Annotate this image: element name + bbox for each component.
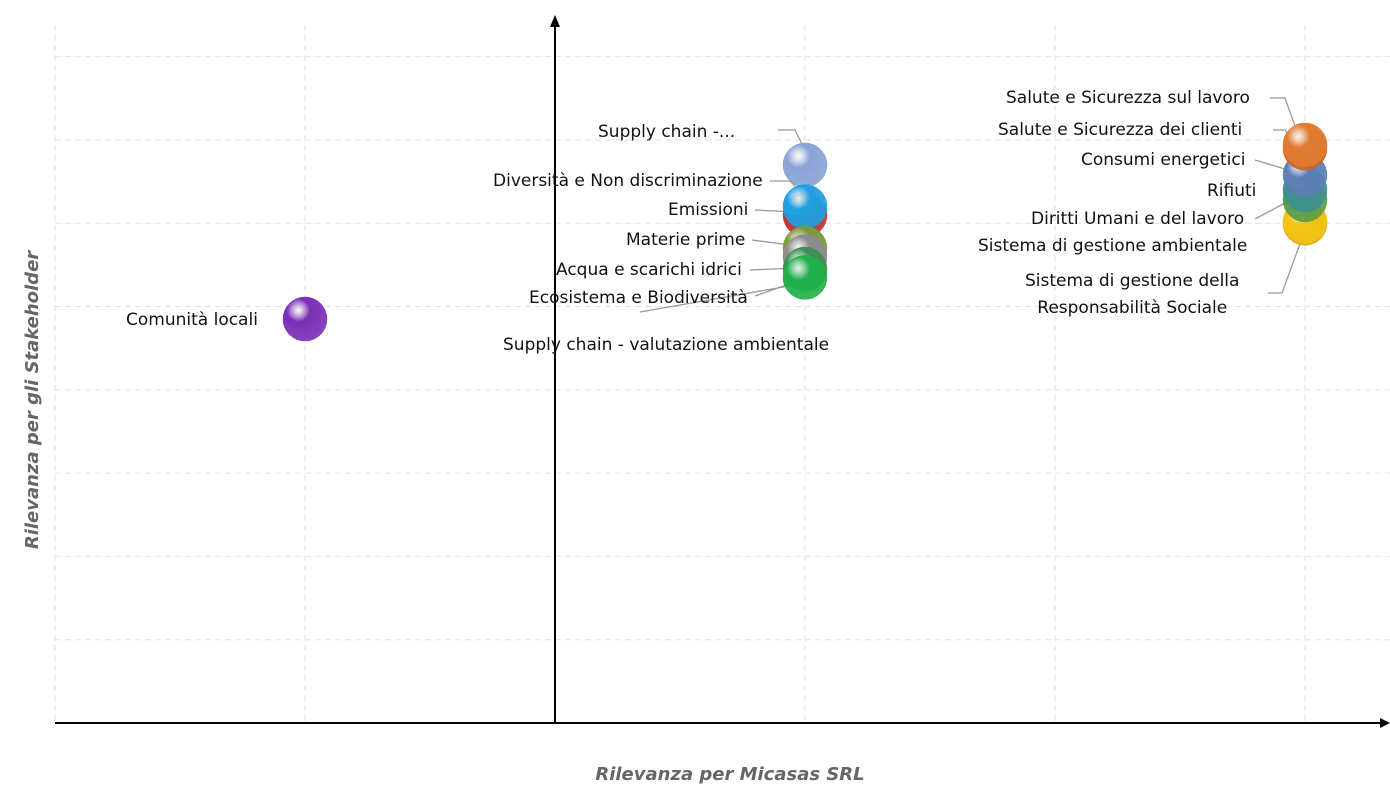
bubble xyxy=(782,142,828,188)
x-axis-title: Rilevanza per Micasas SRL xyxy=(595,764,864,785)
point-label: Emissioni xyxy=(668,199,749,220)
point-label: Materie prime xyxy=(626,229,746,250)
point-label: Acqua e scarichi idrici xyxy=(556,259,742,280)
point-label: Sistema di gestione ambientale xyxy=(978,235,1248,256)
point-label: Salute e Sicurezza dei clienti xyxy=(998,119,1243,140)
point-label: Sistema di gestione della Responsabilità… xyxy=(1025,271,1240,318)
y-axis-arrow xyxy=(550,15,560,27)
x-axis-arrow xyxy=(1380,718,1390,728)
point-label: Rifiuti xyxy=(1207,180,1257,201)
point-label: Consumi energetici xyxy=(1081,149,1246,170)
point-label: Supply chain -... xyxy=(598,121,736,142)
y-axis-title: Rilevanza per gli Stakeholder xyxy=(22,250,43,549)
bubble xyxy=(1282,122,1328,168)
leader-line xyxy=(1268,229,1306,294)
point-label: Diversità e Non discriminazione xyxy=(493,170,763,191)
point-label: Diritti Umani e del lavoro xyxy=(1031,208,1245,229)
point-label: Comunità locali xyxy=(126,309,258,330)
bubble xyxy=(782,184,828,229)
leader-line xyxy=(639,284,796,313)
bubble xyxy=(782,255,828,300)
point-label: Salute e Sicurezza sul lavoro xyxy=(1006,87,1250,108)
point-label: Supply chain - valutazione ambientale xyxy=(503,334,830,355)
point-label: Ecosistema e Biodiversità xyxy=(529,287,748,308)
bubble xyxy=(282,296,328,342)
